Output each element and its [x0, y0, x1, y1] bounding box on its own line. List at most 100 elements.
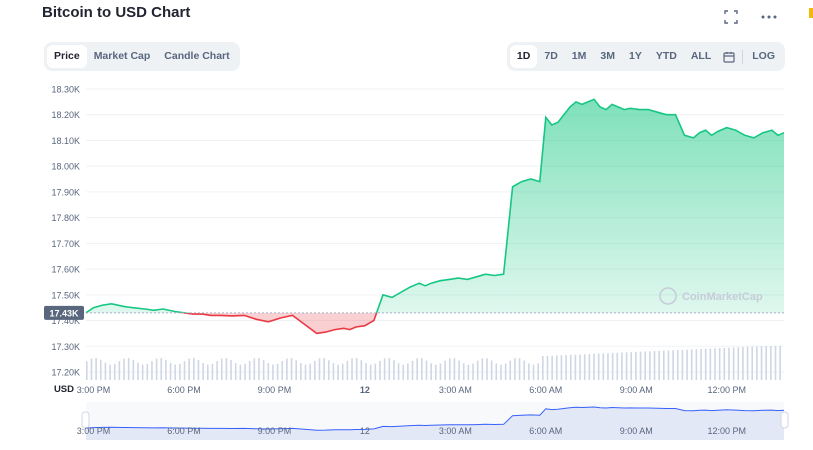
price-line-down: [86, 312, 378, 335]
volume-bar: [574, 354, 577, 380]
volume-bar: [341, 363, 344, 380]
range-3m[interactable]: 3M: [600, 50, 615, 62]
volume-bar: [360, 360, 363, 380]
x-tick-label: 9:00 PM: [258, 385, 292, 395]
volume-bar: [393, 360, 395, 380]
volume-bar: [495, 363, 498, 380]
navigator-tick-label: 9:00 PM: [258, 426, 292, 436]
more-options-icon[interactable]: [759, 8, 779, 26]
volume-bar: [123, 358, 125, 380]
price-area-down: [184, 312, 377, 334]
volume-bar: [686, 349, 688, 380]
volume-bar: [555, 355, 558, 380]
volume-bar: [388, 358, 391, 380]
navigator-line: [85, 406, 785, 431]
volume-bar: [300, 363, 302, 380]
volume-bar: [770, 346, 772, 380]
range-separator: [742, 49, 744, 64]
volume-bar: [635, 351, 637, 380]
volume-bar: [104, 362, 107, 380]
navigator-tick-label: 9:00 AM: [620, 426, 653, 436]
volume-bar: [369, 364, 372, 380]
volume-bar: [309, 363, 311, 380]
fullscreen-icon[interactable]: [721, 8, 741, 26]
volume-bar: [314, 360, 316, 380]
range-7d[interactable]: 7D: [544, 50, 558, 62]
range-ytd[interactable]: YTD: [655, 50, 677, 62]
volume-bar: [718, 348, 721, 380]
volume-bar: [327, 360, 330, 380]
volume-bar: [504, 363, 507, 380]
volume-bar: [779, 346, 781, 380]
volume-bar: [737, 347, 740, 380]
y-tick-label: 17.50K: [51, 290, 80, 300]
y-tick-label: 17.90K: [51, 187, 80, 197]
volume-bar: [365, 363, 367, 380]
range-1m[interactable]: 1M: [571, 50, 587, 62]
volume-bar: [239, 364, 242, 380]
volume-bars: [86, 346, 781, 380]
volume-bar: [118, 361, 121, 380]
range-1d[interactable]: 1D: [509, 45, 538, 68]
volume-bar: [616, 352, 619, 380]
volume-bar: [151, 361, 153, 380]
volume-bar: [137, 362, 139, 380]
range-1y[interactable]: 1Y: [628, 50, 642, 62]
y-tick-label: 17.80K: [51, 213, 80, 223]
log-toggle[interactable]: LOG: [752, 50, 775, 62]
volume-bar: [379, 360, 381, 380]
y-tick-label: 18.20K: [51, 110, 80, 120]
volume-bar: [383, 358, 386, 380]
x-tick-label: 6:00 AM: [529, 385, 562, 395]
volume-bar: [197, 360, 200, 380]
volume-bar: [560, 355, 563, 380]
volume-bar: [160, 358, 163, 380]
volume-bar: [448, 358, 451, 380]
volume-bar: [583, 354, 586, 380]
volume-bar: [234, 363, 237, 380]
volume-bar: [597, 353, 600, 380]
tab-price[interactable]: Price: [47, 45, 87, 68]
volume-bar: [672, 350, 674, 380]
volume-bar: [258, 358, 260, 380]
volume-bar: [290, 358, 293, 380]
baseline: 17.43K: [44, 305, 784, 320]
volume-bar: [676, 350, 679, 380]
volume-bar: [709, 348, 712, 380]
volume-bar: [514, 358, 516, 380]
volume-bar: [416, 358, 418, 380]
volume-bar: [430, 363, 432, 380]
y-tick-label: 18.00K: [51, 162, 80, 172]
volume-bar: [188, 358, 190, 380]
volume-bar: [141, 364, 144, 380]
volume-bar: [146, 363, 149, 380]
volume-bar: [183, 361, 186, 380]
range-all[interactable]: ALL: [690, 50, 712, 62]
x-tick-label: 6:00 PM: [167, 385, 201, 395]
y-axis-ticks: 18.30K 18.20K 18.10K 18.00K 17.90K 17.80K 17.7…: [51, 85, 80, 396]
price-line: [85, 98, 785, 335]
volume-bar: [653, 351, 656, 380]
volume-bar: [439, 363, 442, 380]
volume-bar: [216, 361, 218, 380]
volume-bar: [462, 363, 465, 380]
tab-market-cap[interactable]: Market Cap: [93, 50, 151, 62]
volume-bar: [332, 363, 335, 380]
edge-marker: [809, 8, 813, 18]
navigator-tick-label: 3:00 AM: [439, 426, 472, 436]
volume-bar: [253, 358, 256, 380]
calendar-icon[interactable]: [718, 45, 740, 68]
volume-bar: [174, 364, 177, 380]
volume-bar: [690, 349, 693, 380]
tab-candle-chart[interactable]: Candle Chart: [164, 50, 230, 62]
volume-bar: [700, 348, 702, 380]
navigator-tick-label: 6:00 PM: [167, 426, 201, 436]
volume-bar: [621, 352, 623, 380]
navigator-tick-label: 12:00 PM: [707, 426, 746, 436]
y-tick-label: 17.30K: [51, 342, 80, 352]
volume-bar: [732, 347, 735, 380]
volume-bar: [579, 354, 581, 380]
range-tabs: 1D 7D 1M 3M 1Y YTD ALL LOG: [506, 42, 785, 71]
volume-bar: [90, 358, 93, 380]
